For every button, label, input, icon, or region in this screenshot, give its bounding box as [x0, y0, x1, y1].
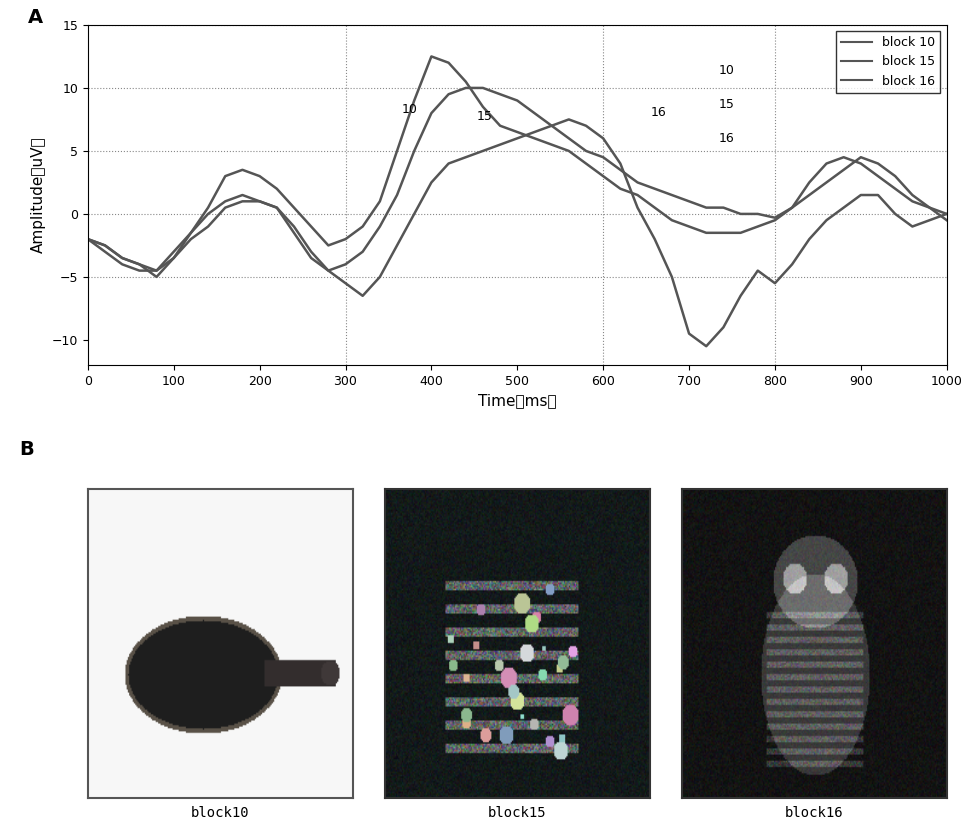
Text: 16: 16	[719, 132, 735, 145]
Text: 10: 10	[402, 103, 418, 116]
Text: B: B	[20, 440, 34, 460]
Text: A: A	[27, 8, 43, 27]
Text: 15: 15	[476, 111, 493, 123]
X-axis label: block15: block15	[488, 806, 547, 820]
Text: 16: 16	[651, 106, 667, 120]
X-axis label: block16: block16	[785, 806, 843, 820]
Legend: block 10, block 15, block 16: block 10, block 15, block 16	[836, 32, 941, 93]
Text: 10: 10	[719, 64, 735, 77]
Y-axis label: Amplitude（uV）: Amplitude（uV）	[31, 137, 46, 253]
X-axis label: block10: block10	[191, 806, 250, 820]
Text: 15: 15	[719, 98, 735, 111]
X-axis label: Time（ms）: Time（ms）	[478, 393, 556, 408]
